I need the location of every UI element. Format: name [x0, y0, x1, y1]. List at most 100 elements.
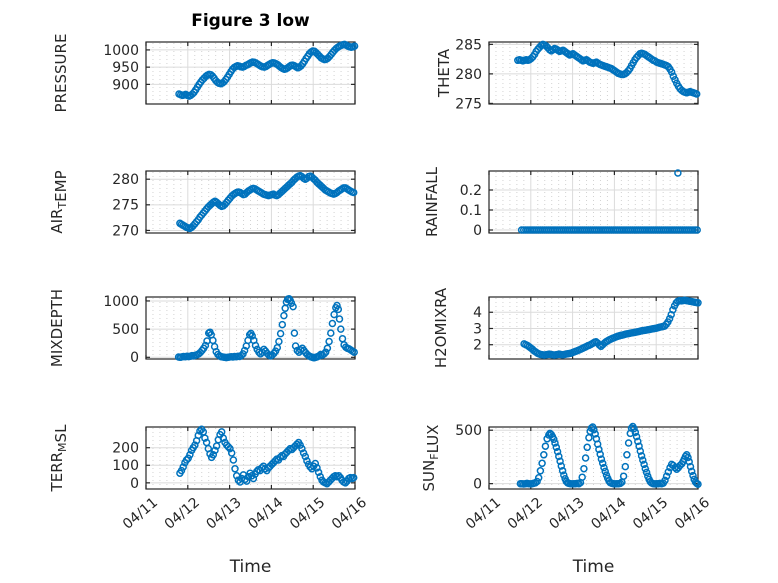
y-tick-label: 950: [112, 60, 139, 76]
subplot-rainfall: 0 0.1 0.2 RAINFALL: [423, 166, 701, 239]
plot-background: [146, 297, 355, 359]
data-point: [621, 462, 630, 471]
data-point: [596, 450, 604, 459]
data-point: [551, 439, 559, 447]
major-grid: [489, 42, 698, 104]
y-tick-label: 500: [455, 423, 482, 439]
data-point: [276, 329, 285, 338]
data-point: [686, 462, 695, 471]
data-point: [337, 325, 345, 333]
data-point: [591, 430, 599, 438]
data-point: [624, 439, 633, 447]
y-tick-label: 275: [455, 96, 482, 112]
data-point: [581, 454, 590, 462]
data-point: [314, 468, 323, 477]
y-axis-label: SUNFLUX: [420, 425, 442, 492]
data-point: [538, 459, 546, 468]
data-point: [248, 332, 256, 340]
data-point: [632, 432, 641, 441]
plot-background: [489, 171, 698, 233]
data-point: [558, 467, 567, 475]
y-tick-label: 500: [112, 322, 139, 338]
data-point: [694, 299, 702, 307]
x-tick-label: 04/12: [505, 495, 546, 533]
data-point: [328, 319, 337, 328]
data-point: [330, 310, 338, 319]
data-point: [249, 474, 258, 483]
y-axis-label: TERRMSL: [48, 424, 70, 493]
y-tick-label: 285: [455, 37, 482, 53]
plot-background: [489, 42, 698, 104]
data-point: [598, 459, 607, 468]
y-tick-label: 4: [473, 305, 482, 321]
tick-marks: [145, 171, 356, 233]
data-point: [177, 466, 186, 475]
data-point: [201, 434, 209, 442]
data-point: [211, 446, 219, 455]
data-point: [313, 464, 321, 472]
y-tick-label: 0.2: [460, 183, 482, 199]
data-point: [665, 314, 674, 323]
y-tick-label: 3: [473, 321, 482, 337]
x-tick-label: 04/16: [329, 494, 370, 532]
data-point: [557, 462, 566, 470]
data-point: [692, 90, 701, 98]
data-point: [580, 464, 588, 473]
data-point: [684, 453, 692, 462]
y-tick-label: 0: [473, 477, 482, 493]
data-point: [186, 451, 194, 459]
subplot-sun_flux: 0 500 SUNFLUX 04/11 04/12 04/13 04/14 04/15 04/1…: [420, 422, 713, 533]
y-tick-label: 280: [112, 172, 139, 188]
data-point: [635, 442, 643, 450]
y-axis-label: H2OMIXRA: [432, 287, 450, 368]
data-point: [251, 341, 260, 350]
data-point: [227, 449, 236, 457]
data-point: [226, 444, 234, 453]
y-axis-label: RAINFALL: [423, 166, 441, 237]
data-point: [275, 337, 283, 346]
data-point: [601, 467, 609, 476]
scatter-series: [175, 40, 359, 100]
y-tick-label: 0: [130, 476, 139, 492]
data-point: [534, 474, 543, 482]
axes-frame: [145, 170, 356, 234]
subplot-mixdepth: 0 500 1000 MIXDEPTH: [48, 289, 358, 367]
data-point: [321, 348, 330, 356]
data-point: [182, 456, 191, 464]
data-point: [191, 441, 199, 449]
data-point: [669, 306, 677, 314]
data-point: [289, 302, 297, 311]
scatter-series: [174, 294, 358, 362]
data-point: [556, 457, 564, 465]
data-point: [595, 445, 603, 454]
data-point: [271, 457, 279, 465]
x-tick-label: 04/13: [203, 495, 244, 533]
data-point: [306, 463, 315, 471]
data-point: [634, 437, 642, 446]
data-point: [333, 301, 341, 310]
scatter-series: [514, 40, 701, 98]
data-point: [687, 467, 696, 476]
x-tick-label: 04/11: [463, 495, 504, 533]
data-point: [325, 337, 333, 346]
data-point: [590, 425, 598, 434]
x-tick-label: 04/12: [162, 495, 203, 533]
data-point: [334, 305, 343, 314]
data-point: [630, 424, 638, 433]
data-point: [552, 443, 561, 452]
y-axis-label: PRESSURE: [52, 34, 70, 113]
y-tick-label: 0: [130, 350, 139, 366]
data-point: [349, 473, 358, 482]
data-point: [350, 348, 358, 356]
x-axis-label: Time: [572, 557, 615, 577]
y-tick-label: 2: [473, 338, 482, 354]
y-tick-label: 1000: [103, 43, 139, 59]
data-point: [224, 443, 233, 451]
x-tick-label: 04/14: [245, 494, 286, 532]
data-point: [583, 443, 591, 452]
axes-frame: [488, 41, 699, 105]
scatter-series: [176, 425, 358, 488]
data-point: [240, 346, 249, 355]
